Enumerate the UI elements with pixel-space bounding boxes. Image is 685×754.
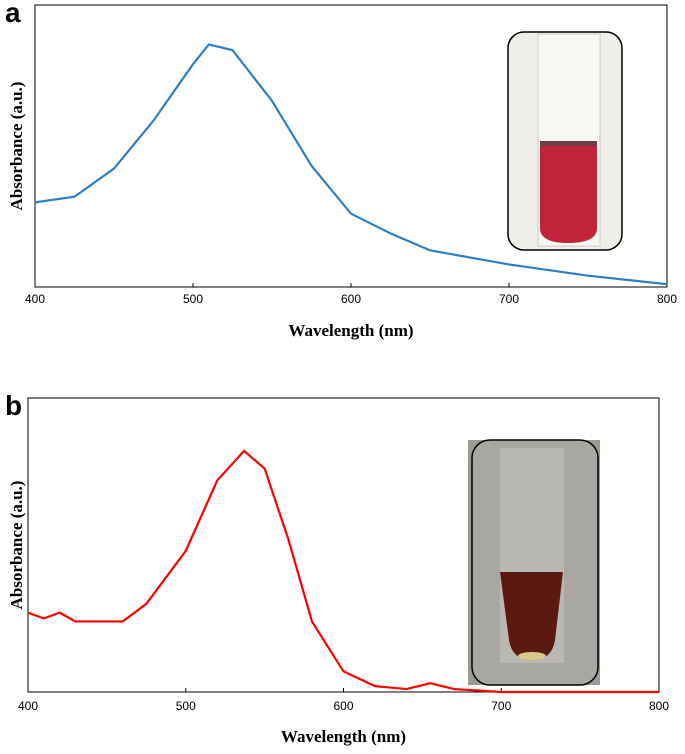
x-tick-label: 400 <box>25 292 45 306</box>
x-tick-label: 500 <box>176 699 196 713</box>
inset-photo-b <box>468 439 600 686</box>
x-tick-label: 800 <box>649 699 669 713</box>
x-axis-title: Wavelength (nm) <box>281 727 406 746</box>
x-tick-label: 700 <box>491 699 511 713</box>
inset-photo-a <box>507 31 623 251</box>
x-tick-label: 500 <box>183 292 203 306</box>
panel-label: b <box>5 390 22 421</box>
y-axis-title: Absorbance (a.u.) <box>7 82 26 211</box>
x-tick-label: 600 <box>341 292 361 306</box>
data-line <box>34 43 668 286</box>
x-tick-label: 800 <box>657 292 677 306</box>
x-tick-label: 400 <box>18 699 38 713</box>
data-line <box>27 449 659 694</box>
y-axis-title: Absorbance (a.u.) <box>7 481 26 610</box>
x-axis-title: Wavelength (nm) <box>288 321 413 340</box>
x-tick-label: 600 <box>333 699 353 713</box>
panel-label: a <box>5 0 21 28</box>
x-tick-label: 700 <box>499 292 519 306</box>
